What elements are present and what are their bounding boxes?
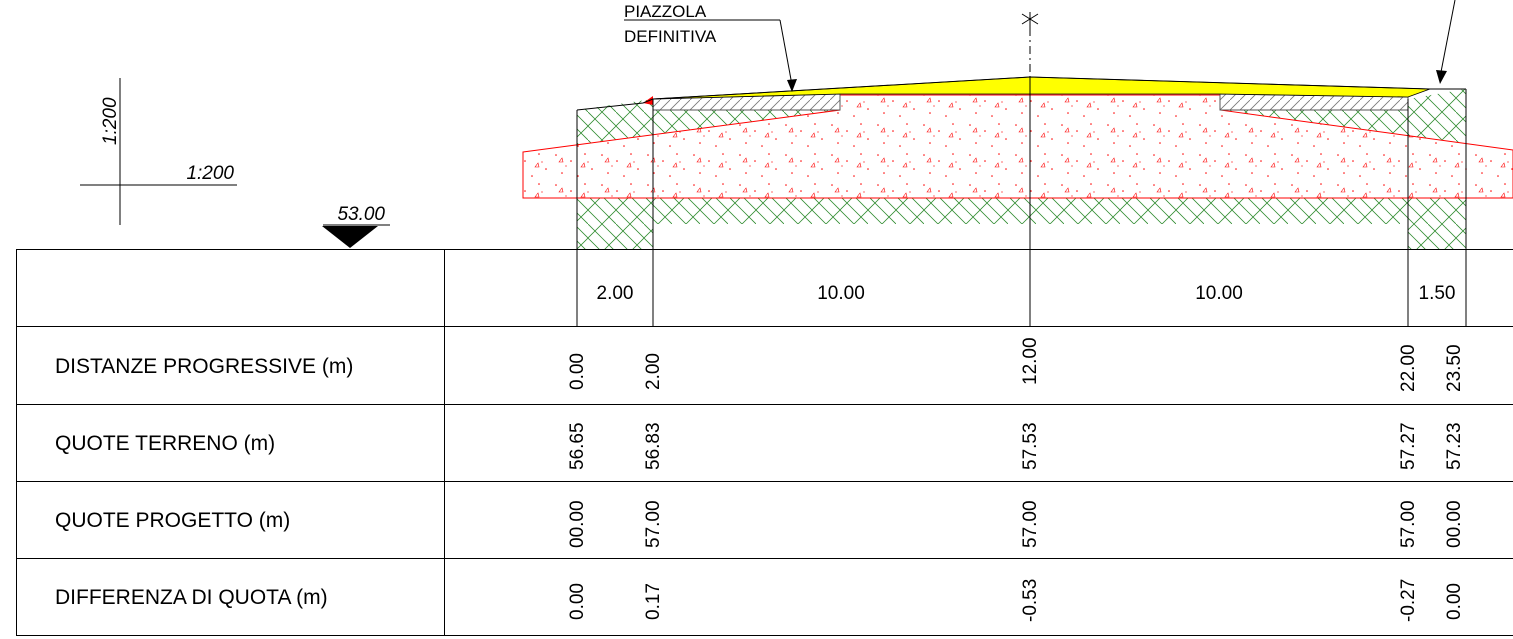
table-cell-value: 57.27 <box>1398 422 1419 470</box>
table-cell-value: 57.00 <box>643 500 664 548</box>
subsoil-hatch <box>577 196 1466 224</box>
row-values-distanze: 0.00 2.00 12.00 22.00 23.50 <box>567 337 1465 392</box>
scale-vertical-label: 1:200 <box>100 97 121 145</box>
segment-length-label: 10.00 <box>817 283 865 304</box>
table-cell-value: 12.00 <box>1020 337 1041 385</box>
table-cell-value: -0.27 <box>1398 579 1419 622</box>
segment-length-label: 2.00 <box>597 283 634 304</box>
row-values-progetto: 00.00 57.00 57.00 57.00 00.00 <box>567 500 1465 548</box>
data-table <box>16 249 1513 636</box>
table-cell-value: 0.00 <box>567 583 588 620</box>
table-cell-value: 57.23 <box>1444 422 1465 470</box>
segment-length-label: 10.00 <box>1195 283 1243 304</box>
datum-label: 53.00 <box>337 204 385 225</box>
label-leader <box>624 19 797 92</box>
cross-section <box>522 12 1513 326</box>
table-frame <box>16 249 1513 636</box>
row-values-differenza: 0.00 0.17 -0.53 -0.27 0.00 <box>567 579 1465 622</box>
table-cell-value: 0.00 <box>1444 583 1465 620</box>
table-cell-value: 22.00 <box>1398 344 1419 392</box>
ground-line <box>576 76 1466 111</box>
axis-symbol-icon <box>1021 12 1039 30</box>
segment-length-label: 1.50 <box>1419 283 1456 304</box>
table-cell-value: 57.00 <box>1020 500 1041 548</box>
scale-indicator <box>80 78 237 225</box>
label-piazzola: PIAZZOLA <box>624 2 707 21</box>
datum-triangle-icon <box>322 226 378 248</box>
table-cell-value: 23.50 <box>1444 344 1465 392</box>
table-cell-value: 00.00 <box>1444 500 1465 548</box>
table-cell-value: -0.53 <box>1020 579 1041 622</box>
right-leader-arrow-icon <box>1436 70 1447 84</box>
row-label-differenza: DIFFERENZA DI QUOTA (m) <box>55 586 328 609</box>
row-label-terreno: QUOTE TERRENO (m) <box>55 432 275 455</box>
row-label-progetto: QUOTE PROGETTO (m) <box>55 509 290 532</box>
table-cell-value: 57.00 <box>1398 500 1419 548</box>
table-cell-value: 2.00 <box>643 353 664 390</box>
table-cell-value: 00.00 <box>567 500 588 548</box>
table-cell-value: 56.83 <box>643 422 664 470</box>
table-cell-value: 0.00 <box>567 353 588 390</box>
table-cell-value: 0.17 <box>643 583 664 620</box>
scale-horizontal-label: 1:200 <box>186 163 234 184</box>
row-label-distanze: DISTANZE PROGRESSIVE (m) <box>55 355 353 378</box>
right-leader <box>1436 0 1456 84</box>
table-cell-value: 56.65 <box>567 422 588 470</box>
label-definitiva: DEFINITIVA <box>624 27 717 46</box>
row-values-terreno: 56.65 56.83 57.53 57.27 57.23 <box>567 422 1465 470</box>
segment-lengths: 2.00 10.00 10.00 1.50 <box>597 283 1456 304</box>
leader-arrow-icon <box>787 79 797 92</box>
table-cell-value: 57.53 <box>1020 422 1041 470</box>
